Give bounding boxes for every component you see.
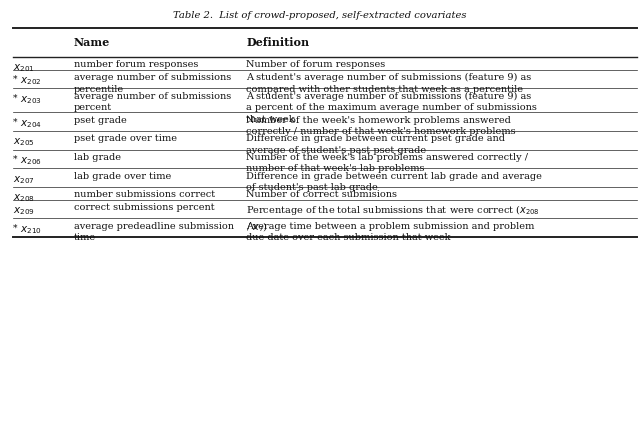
- Text: $x_{204}$: $x_{204}$: [20, 118, 42, 130]
- Text: Number of the week's homework problems answered
correctly / number of that week': Number of the week's homework problems a…: [246, 116, 516, 136]
- Text: average predeadline submission
time: average predeadline submission time: [74, 222, 234, 242]
- Text: Number of forum responses: Number of forum responses: [246, 60, 386, 69]
- Text: average number of submissions
percent: average number of submissions percent: [74, 92, 231, 112]
- Text: lab grade: lab grade: [74, 153, 120, 162]
- Text: number forum responses: number forum responses: [74, 60, 198, 69]
- Text: $x_{210}$: $x_{210}$: [20, 224, 42, 236]
- Text: number submissions correct: number submissions correct: [74, 190, 215, 199]
- Text: $x_{206}$: $x_{206}$: [20, 155, 42, 167]
- Text: $x_{203}$: $x_{203}$: [20, 94, 42, 106]
- Text: *: *: [13, 224, 17, 233]
- Text: Name: Name: [74, 37, 110, 48]
- Text: $x_{202}$: $x_{202}$: [20, 75, 42, 87]
- Text: Percentage of the total submissions that were correct ($x_{208}$
/ $x_7$): Percentage of the total submissions that…: [246, 203, 540, 234]
- Text: *: *: [13, 118, 17, 127]
- Text: $x_{209}$: $x_{209}$: [13, 205, 35, 217]
- Text: *: *: [13, 155, 17, 164]
- Text: A student's average number of submissions (feature 9) as
compared with other stu: A student's average number of submission…: [246, 73, 532, 94]
- Text: correct submissions percent: correct submissions percent: [74, 203, 214, 212]
- Text: Number of correct submisions: Number of correct submisions: [246, 190, 397, 199]
- Text: *: *: [13, 94, 17, 103]
- Text: $x_{201}$: $x_{201}$: [13, 62, 35, 74]
- Text: pset grade over time: pset grade over time: [74, 134, 177, 144]
- Text: Difference in grade between current pset grade and
average of student's past pse: Difference in grade between current pset…: [246, 134, 506, 155]
- Text: *: *: [13, 75, 17, 84]
- Text: Difference in grade between current lab grade and average
of student's past lab : Difference in grade between current lab …: [246, 172, 542, 192]
- Text: Average time between a problem submission and problem
due date over each submiss: Average time between a problem submissio…: [246, 222, 535, 242]
- Text: average number of submissions
percentile: average number of submissions percentile: [74, 73, 231, 94]
- Text: $x_{207}$: $x_{207}$: [13, 174, 35, 185]
- Text: $x_{208}$: $x_{208}$: [13, 192, 35, 204]
- Text: lab grade over time: lab grade over time: [74, 172, 171, 181]
- Text: Number of the week's lab problems answered correctly /
number of that week's lab: Number of the week's lab problems answer…: [246, 153, 529, 173]
- Text: $x_{205}$: $x_{205}$: [13, 137, 35, 148]
- Text: Table 2.  List of crowd-proposed, self-extracted covariates: Table 2. List of crowd-proposed, self-ex…: [173, 11, 467, 20]
- Text: pset grade: pset grade: [74, 116, 126, 125]
- Text: A student's average number of submissions (feature 9) as
a percent of the maximu: A student's average number of submission…: [246, 92, 537, 124]
- Text: Definition: Definition: [246, 37, 310, 48]
